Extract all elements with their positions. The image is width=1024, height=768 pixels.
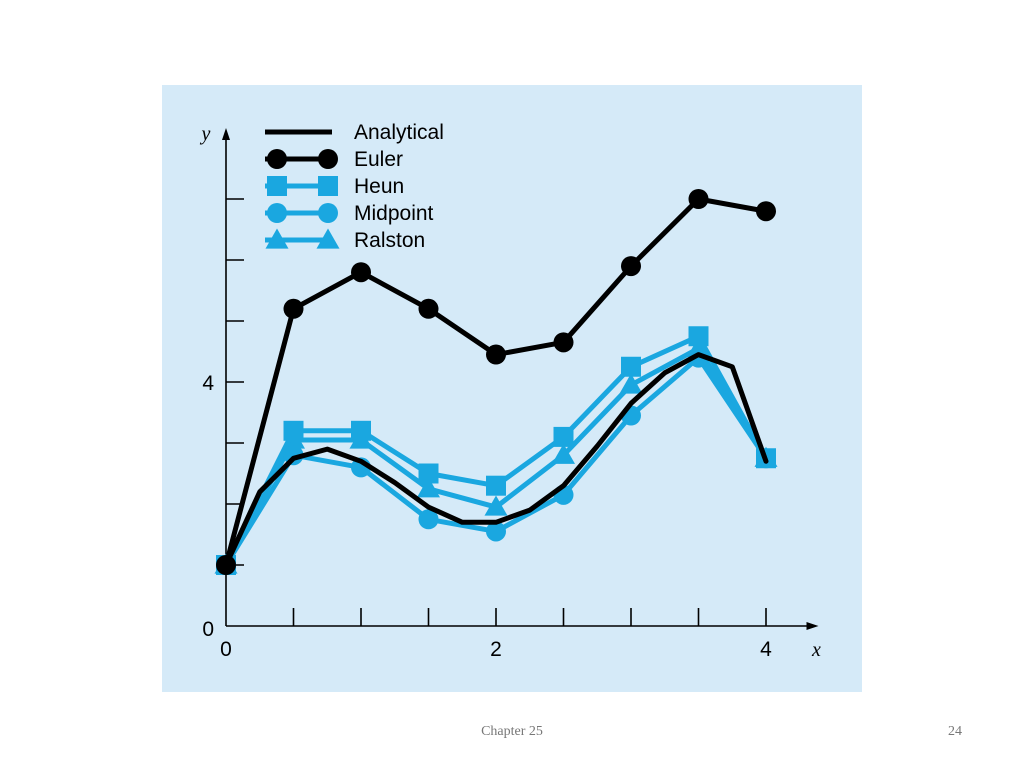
marker-circle [216, 555, 236, 575]
marker-circle [553, 332, 574, 353]
series-midpoint [216, 347, 776, 575]
marker-triangle [552, 443, 575, 464]
chart-svg: 0 2 4 0 4 x y Analytical Euler Heun Midpoint Ralst… [200, 121, 822, 661]
marker-circle [418, 509, 439, 530]
marker-circle [418, 298, 439, 319]
axis-labels: 0 2 4 0 4 x y [200, 123, 822, 661]
y-axis-arrow [222, 128, 230, 140]
marker-square [318, 176, 338, 196]
marker-triangle [484, 495, 508, 516]
y-tick-label: 0 [202, 618, 214, 641]
legend-label: Midpoint [354, 202, 434, 225]
marker-circle [621, 256, 641, 277]
marker-circle [688, 347, 709, 368]
marker-square [553, 426, 574, 447]
marker-square [267, 176, 287, 196]
marker-square [351, 420, 371, 441]
series-euler [216, 189, 776, 575]
marker-circle [283, 298, 304, 319]
x-tick-label: 4 [760, 638, 772, 661]
marker-circle [486, 521, 506, 542]
marker-square [283, 420, 304, 441]
legend-entry-heun: Heun [265, 175, 404, 198]
marker-circle [486, 344, 506, 365]
series-analytical [223, 352, 769, 568]
legend-label: Ralston [354, 229, 425, 252]
marker-square [688, 326, 709, 347]
series-line-analytical [223, 352, 769, 568]
marker-circle [267, 203, 287, 223]
legend-label: Analytical [354, 121, 444, 144]
x-tick-label: 2 [490, 638, 502, 661]
marker-square [486, 475, 506, 496]
marker-square [621, 356, 641, 377]
legend-entry-euler: Euler [265, 148, 403, 171]
legend-entry-analytical: Analytical [265, 121, 444, 144]
x-axis-arrow [806, 622, 819, 630]
legend: Analytical Euler Heun Midpoint Ralston [265, 121, 444, 252]
marker-square [418, 463, 439, 484]
y-tick-label: 4 [202, 372, 214, 395]
series-layer [214, 189, 778, 575]
marker-triangle [417, 477, 440, 498]
marker-triangle [316, 228, 340, 249]
x-axis-label: x [811, 639, 821, 661]
marker-circle [267, 149, 287, 169]
marker-circle [318, 203, 338, 223]
x-tick-label: 0 [220, 638, 232, 661]
page-number: 24 [948, 724, 962, 739]
y-axis-label: y [200, 123, 211, 145]
marker-circle [756, 201, 776, 222]
legend-label: Euler [354, 148, 403, 171]
legend-entry-ralston: Ralston [265, 228, 425, 252]
marker-circle [688, 189, 709, 209]
marker-triangle [265, 228, 289, 249]
marker-circle [318, 149, 338, 169]
legend-entry-midpoint: Midpoint [265, 202, 434, 225]
footer-chapter: Chapter 25 [481, 724, 543, 739]
marker-triangle [619, 373, 643, 394]
legend-label: Heun [354, 175, 404, 198]
marker-circle [351, 262, 371, 283]
chart-panel: 0 2 4 0 4 x y Analytical Euler Heun Midpoint Ralst… [162, 85, 862, 692]
